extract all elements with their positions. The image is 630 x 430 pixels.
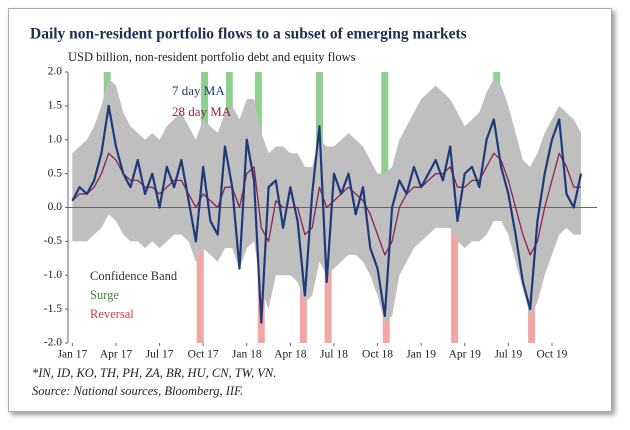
x-tick-label: Jul 18: [320, 349, 348, 361]
y-tick-label: -1.0: [44, 269, 62, 281]
footnote: *IN, ID, KO, TH, PH, ZA, BR, HU, CN, TW,…: [32, 366, 276, 380]
x-tick-label: Apr 17: [100, 349, 133, 361]
x-tick-label: Jan 19: [406, 349, 436, 361]
x-tick-label: Jul 19: [494, 349, 522, 361]
x-tick-label: Apr 19: [449, 349, 482, 361]
reversal-bar: [196, 207, 204, 343]
y-tick-label: -0.5: [44, 235, 62, 247]
x-tick-label: Oct 17: [188, 349, 219, 361]
y-tick-label: 0.5: [48, 167, 63, 179]
chart-title: Daily non-resident portfolio flows to a …: [30, 26, 467, 43]
footnote: Source: National sources, Bloomberg, IIF…: [32, 384, 243, 398]
x-tick-label: Jul 17: [146, 349, 174, 361]
series-line: [71, 104, 583, 324]
legend-label: Surge: [90, 288, 119, 302]
x-tick-label: Apr 18: [274, 349, 307, 361]
y-tick-label: -1.5: [44, 303, 62, 315]
y-tick-label: -2.0: [44, 337, 62, 349]
y-tick-label: 2.0: [48, 66, 63, 78]
confidence-band: [72, 78, 582, 323]
surge-bar: [381, 72, 389, 208]
subtitle: USD billion, non-resident portfolio debt…: [68, 50, 356, 64]
y-tick-label: 1.0: [48, 133, 63, 145]
x-tick-label: Oct 18: [362, 349, 393, 361]
y-tick-label: 1.5: [48, 100, 63, 112]
reversal-bar: [451, 207, 459, 343]
x-tick-label: Jan 17: [58, 349, 88, 361]
y-tick-label: 0.0: [48, 201, 63, 213]
legend-label: Confidence Band: [90, 269, 178, 283]
x-tick-label: Jan 18: [232, 349, 262, 361]
legend-label: 28 day MA: [172, 104, 232, 119]
legend-label: Reversal: [90, 307, 134, 321]
legend-label: 7 day MA: [172, 83, 225, 98]
x-tick-label: Oct 19: [536, 349, 567, 361]
